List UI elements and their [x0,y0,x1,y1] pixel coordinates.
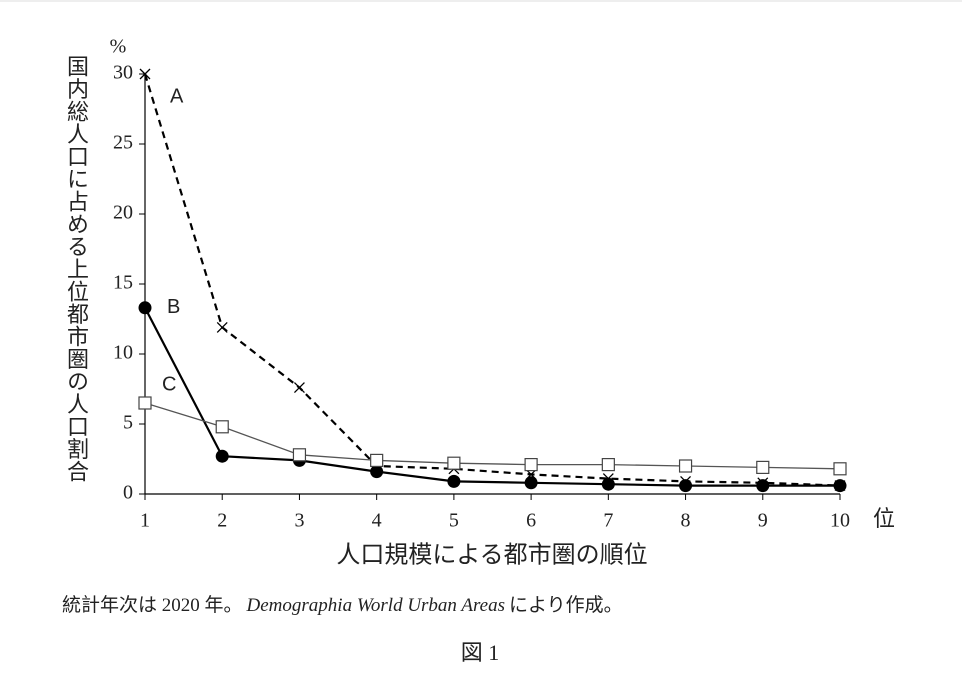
series-line [143,73,841,487]
y-unit: % [110,36,127,58]
y-tick-label: 30 [113,62,133,84]
y-axis-label: 国内総人口に占める上位都市圏の人口割合 [64,55,89,483]
figure-caption: 図 1 [461,640,500,665]
series-line [144,402,841,470]
marker-square [833,462,847,476]
marker-square [292,448,307,462]
marker-square [370,453,384,467]
series-label: C [162,373,176,395]
x-axis-label: 人口規模による都市圏の順位 [336,542,647,569]
y-tick-label: 15 [113,272,133,294]
x-tick-label: 10 [830,510,850,532]
marker-circle [447,474,461,488]
note-source: Demographia World Urban Areas [246,595,505,616]
series-line [144,307,840,487]
marker-square [138,396,152,410]
marker-square [601,458,615,472]
x-tick-label: 4 [372,510,382,532]
marker-square [524,458,538,472]
note: 統計年次は 2020 年。 Demographia World Urban Are… [62,594,623,616]
marker-square [678,459,693,473]
y-tick-label: 0 [123,482,133,504]
note-part: 統計年次は 2020 年。 [62,594,243,616]
y-tick-label: 20 [113,202,133,224]
x-tick-label: 1 [140,510,150,532]
marker-circle [215,449,229,463]
marker-square [756,460,770,474]
marker-circle [138,301,152,315]
x-tick-label: 5 [449,510,459,532]
marker-square [447,456,461,470]
marker-cross [293,382,305,394]
marker-circle [524,476,538,490]
marker-cross [216,321,228,333]
series-label: A [170,85,184,107]
x-tick-label: 3 [294,510,304,532]
x-tick-label: 2 [217,510,227,532]
y-tick-label: 10 [113,342,133,364]
series-label: B [167,296,180,318]
note-part: により作成。 [509,594,623,616]
x-tick-label: 8 [681,510,691,532]
marker-circle [679,479,693,493]
marker-circle [756,479,770,493]
x-tick-label: 6 [526,510,536,532]
y-tick-label: 25 [113,132,133,154]
x-tick-label: 9 [758,510,768,532]
marker-cross [139,68,151,80]
marker-circle [833,479,847,493]
marker-square [215,420,229,434]
marker-circle [370,465,384,479]
x-unit: 位 [873,506,895,531]
marker-circle [601,477,615,491]
y-tick-label: 5 [123,412,133,434]
x-tick-label: 7 [603,510,613,532]
